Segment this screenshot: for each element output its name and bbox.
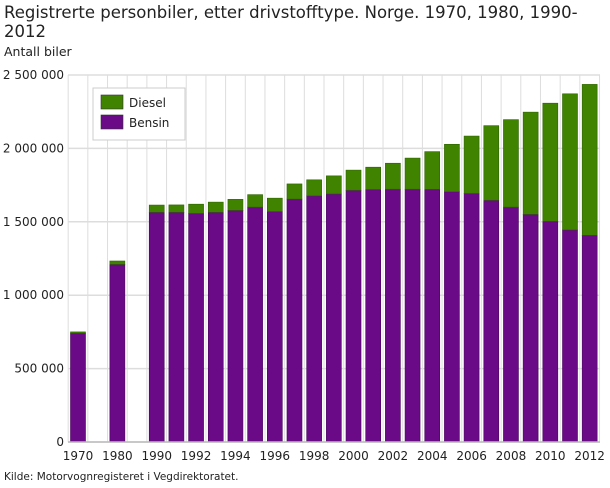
bar-diesel-2004 (424, 151, 441, 190)
bar-bensin-1995 (247, 206, 263, 443)
bar-diesel-1980 (109, 260, 126, 265)
bar-diesel-2006 (463, 135, 480, 194)
bar-diesel-2010 (542, 102, 559, 222)
y-tick-label: 0 (56, 435, 64, 449)
bar-diesel-1990 (148, 204, 165, 213)
bar-bensin-2001 (365, 189, 382, 443)
bar-diesel-1995 (247, 194, 263, 208)
bar-diesel-1997 (286, 183, 303, 200)
bar-diesel-1991 (168, 204, 185, 213)
bar-bensin-2003 (404, 188, 421, 443)
x-tick-label: 2012 (574, 449, 605, 463)
y-tick-label: 500 000 (14, 362, 64, 376)
x-tick-label: 1998 (299, 449, 330, 463)
x-tick-label: 1994 (220, 449, 251, 463)
y-axis-label: Antall biler (4, 44, 72, 59)
bar-bensin-2010 (542, 221, 559, 443)
chart-title: Registrerte personbiler, etter drivstoff… (4, 3, 578, 41)
x-tick-label: 1990 (141, 449, 172, 463)
bar-diesel-2008 (503, 119, 519, 208)
bar-diesel-1998 (306, 179, 322, 197)
bar-diesel-2007 (483, 125, 500, 201)
bar-diesel-1993 (207, 201, 224, 213)
bar-bensin-2012 (581, 235, 598, 443)
bar-bensin-1990 (148, 211, 165, 443)
x-tick-label: 2002 (378, 449, 409, 463)
x-tick-label: 2008 (496, 449, 527, 463)
bar-bensin-2000 (345, 189, 362, 443)
bar-diesel-2011 (562, 93, 578, 231)
bar-bensin-1998 (306, 195, 322, 443)
bar-bensin-1991 (168, 211, 185, 443)
bar-diesel-2003 (404, 157, 421, 190)
legend-swatch-bensin (100, 114, 124, 130)
legend-label-bensin: Bensin (129, 116, 169, 130)
bar-diesel-1994 (227, 199, 244, 211)
x-tick-label: 2006 (456, 449, 487, 463)
bar-diesel-2009 (522, 111, 539, 215)
x-tick-label: 2010 (535, 449, 566, 463)
bar-bensin-2005 (444, 191, 460, 443)
bar-bensin-1997 (286, 198, 303, 443)
source-note: Kilde: Motorvognregisteret i Vegdirektor… (4, 471, 239, 483)
bar-bensin-2009 (522, 214, 539, 443)
bar-diesel-2000 (345, 169, 362, 191)
bar-diesel-1970 (70, 331, 86, 334)
x-tick-label: 2004 (417, 449, 448, 463)
bar-diesel-2001 (365, 166, 382, 190)
x-tick-label: 1970 (63, 449, 94, 463)
bar-bensin-1993 (207, 211, 224, 443)
bar-bensin-1999 (326, 193, 342, 443)
bar-bensin-2006 (463, 193, 480, 443)
bar-bensin-2004 (424, 189, 441, 443)
y-tick-label: 1 500 000 (3, 215, 64, 229)
bar-bensin-2002 (385, 188, 401, 443)
bar-diesel-2005 (444, 143, 460, 193)
bar-bensin-1992 (188, 213, 204, 443)
x-tick-label: 1980 (102, 449, 133, 463)
y-tick-label: 1 000 000 (3, 288, 64, 302)
legend-swatch-diesel (100, 94, 124, 110)
bar-diesel-2002 (385, 162, 401, 190)
bar-diesel-1999 (326, 175, 342, 195)
bar-bensin-1970 (70, 333, 86, 443)
bar-bensin-2007 (483, 199, 500, 443)
bar-bensin-1980 (109, 264, 126, 443)
y-tick-label: 2 500 000 (3, 68, 64, 82)
x-tick-label: 2000 (338, 449, 369, 463)
bar-bensin-2011 (562, 229, 578, 443)
bar-diesel-2012 (581, 84, 598, 236)
bar-bensin-2008 (503, 206, 519, 443)
y-tick-label: 2 000 000 (3, 141, 64, 155)
bar-bensin-1996 (266, 211, 283, 443)
bar-diesel-1992 (188, 203, 204, 214)
legend-label-diesel: Diesel (129, 96, 166, 110)
bar-diesel-1996 (266, 197, 283, 212)
x-tick-label: 1996 (260, 449, 291, 463)
bar-bensin-1994 (227, 210, 244, 443)
x-tick-label: 1992 (181, 449, 212, 463)
